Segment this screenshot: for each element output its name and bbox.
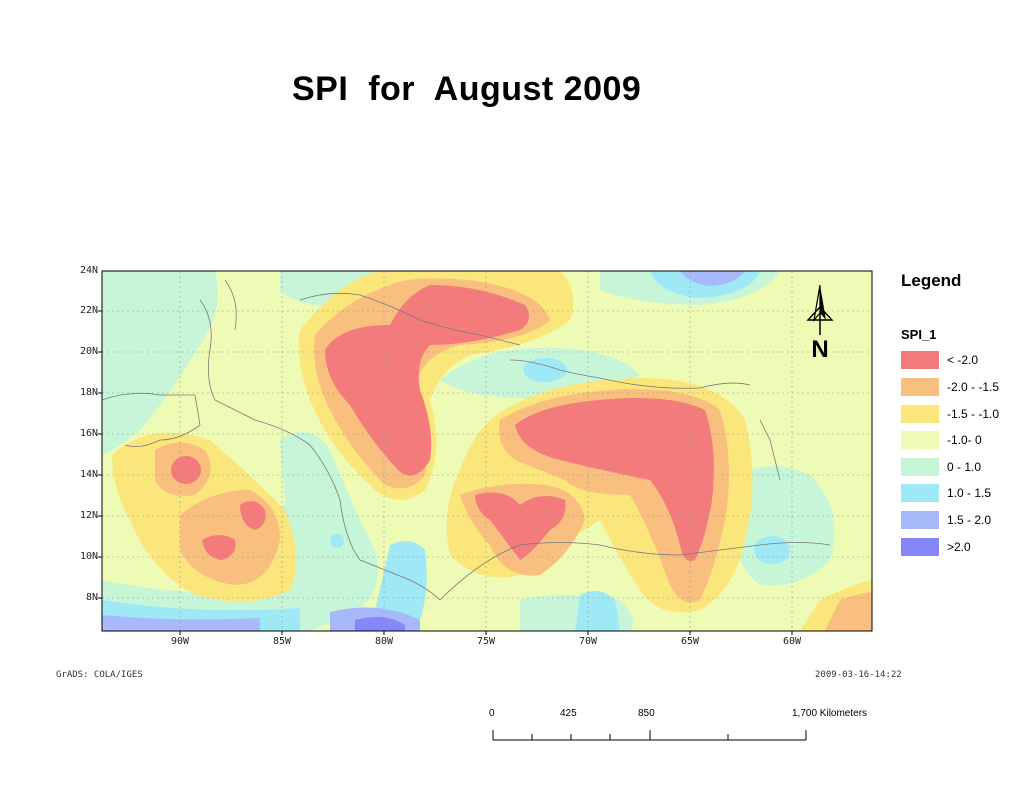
- scale-bar-graphic: [492, 730, 807, 741]
- coastlines: [102, 279, 831, 601]
- legend-item: -2.0 - -1.5: [901, 377, 999, 397]
- lon-label: 70W: [578, 636, 598, 647]
- legend-item: >2.0: [901, 537, 971, 557]
- scale-label: 850: [638, 708, 655, 719]
- legend-label: -1.5 - -1.0: [947, 407, 1000, 421]
- legend-swatch: [901, 538, 939, 556]
- scale-label: 425: [560, 708, 577, 719]
- legend-label: >2.0: [947, 540, 971, 554]
- lon-label: 75W: [476, 636, 496, 647]
- legend-item: -1.5 - -1.0: [901, 404, 999, 424]
- spi-region-red-2: [240, 501, 266, 530]
- spi-region-1-1.5-east: [754, 536, 790, 564]
- graticule: [102, 271, 872, 631]
- spi-region-1.5-2-south: [102, 615, 260, 631]
- legend-label: -1.0- 0: [947, 433, 982, 447]
- legend-item: 1.0 - 1.5: [901, 483, 991, 503]
- lat-label: 14N: [79, 469, 98, 480]
- scale-label: 0: [489, 708, 495, 719]
- lon-label: 80W: [374, 636, 394, 647]
- map-frame: [101, 270, 873, 632]
- lat-label: 12N: [79, 510, 98, 521]
- spi-region-red-3: [202, 535, 236, 560]
- spi-region-red-east: [515, 397, 714, 561]
- legend-swatch: [901, 405, 939, 423]
- north-arrow-label: N: [811, 336, 828, 363]
- legend-item: 0 - 1.0: [901, 457, 981, 477]
- legend-label: 0 - 1.0: [947, 460, 982, 474]
- lon-label: 85W: [272, 636, 292, 647]
- legend-swatch: [901, 351, 939, 369]
- spi-region-orange-se: [825, 592, 872, 631]
- lat-label: 22N: [79, 305, 98, 316]
- legend-swatch: [901, 511, 939, 529]
- spi-region-1-1.5-colombia: [575, 591, 620, 631]
- legend-item: 1.5 - 2.0: [901, 510, 991, 530]
- spi-region-0-1-central: [276, 432, 378, 631]
- lon-label: 65W: [680, 636, 700, 647]
- legend-swatch: [901, 484, 939, 502]
- spi-region-0-1-west: [102, 271, 218, 455]
- spi-region-1-1.5-spot: [330, 534, 344, 548]
- scale-label: 1,700 Kilometers: [792, 708, 868, 719]
- north-arrow-icon: N: [806, 285, 834, 363]
- spi-region-red-north: [325, 285, 529, 476]
- legend-swatch: [901, 431, 939, 449]
- credit-right: 2009-03-16-14:22: [815, 670, 902, 680]
- legend-title: Legend: [901, 271, 962, 290]
- legend-item: -1.0- 0: [901, 430, 982, 450]
- spi-region-red-colombia: [475, 492, 566, 560]
- lat-label: 8N: [85, 592, 98, 603]
- lon-label: 90W: [170, 636, 190, 647]
- spi-region-gt2: [355, 616, 405, 631]
- spi-region-red-1: [171, 456, 201, 484]
- lon-label: 60W: [782, 636, 802, 647]
- spi-region-1-1.5-panama: [370, 541, 427, 631]
- lat-label: 10N: [79, 551, 98, 562]
- scale-bar: 0 425 850 1,700 Kilometers: [480, 708, 880, 748]
- legend-label: 1.5 - 2.0: [947, 513, 992, 527]
- lat-label: 16N: [79, 428, 98, 439]
- legend-swatch: [901, 378, 939, 396]
- lat-label: 20N: [79, 346, 98, 357]
- spi-region-1.5-2-top: [680, 271, 745, 286]
- legend-field: SPI_1: [901, 327, 937, 342]
- legend-label: -2.0 - -1.5: [947, 380, 1000, 394]
- lat-label: 24N: [79, 265, 98, 276]
- map-title: SPI for August 2009: [292, 70, 642, 108]
- credit-left: GrADS: COLA/IGES: [56, 670, 143, 680]
- legend-swatch: [901, 458, 939, 476]
- legend-item: < -2.0: [901, 350, 978, 370]
- lat-label: 18N: [79, 387, 98, 398]
- legend-label: < -2.0: [947, 353, 979, 367]
- spi-region-1-1.5-jamaica: [523, 358, 567, 382]
- legend-label: 1.0 - 1.5: [947, 486, 992, 500]
- axis-ticks: [98, 310, 793, 635]
